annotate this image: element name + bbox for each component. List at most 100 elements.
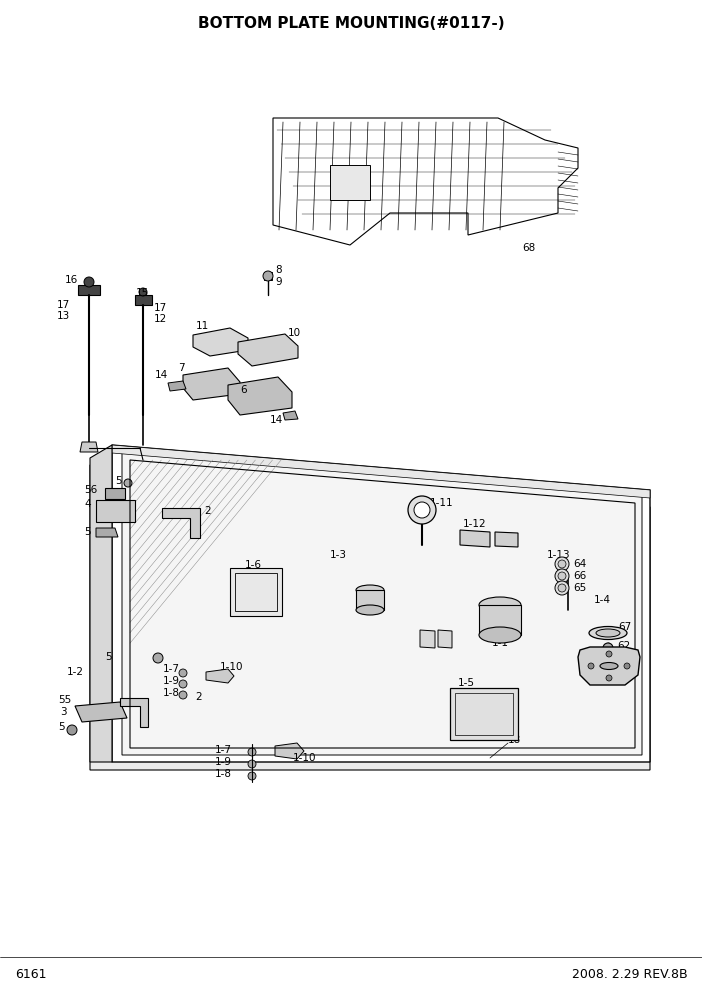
Ellipse shape bbox=[356, 585, 384, 595]
Circle shape bbox=[179, 691, 187, 699]
Ellipse shape bbox=[479, 627, 521, 643]
Text: 5: 5 bbox=[58, 722, 65, 732]
Text: 68: 68 bbox=[522, 243, 535, 253]
Text: 5: 5 bbox=[115, 476, 121, 486]
Text: 61: 61 bbox=[617, 651, 630, 661]
Polygon shape bbox=[90, 465, 650, 770]
Circle shape bbox=[84, 277, 94, 287]
Circle shape bbox=[603, 643, 613, 653]
Circle shape bbox=[124, 479, 132, 487]
Circle shape bbox=[67, 725, 77, 735]
Text: 62: 62 bbox=[617, 641, 630, 651]
Text: 3: 3 bbox=[60, 707, 67, 717]
Text: 64: 64 bbox=[573, 559, 586, 569]
Text: 17: 17 bbox=[154, 303, 167, 313]
Text: 9: 9 bbox=[275, 277, 282, 287]
Bar bbox=[235, 573, 277, 611]
Text: BOTTOM PLATE MOUNTING(#0117-): BOTTOM PLATE MOUNTING(#0117-) bbox=[198, 16, 504, 31]
Text: 1-8: 1-8 bbox=[163, 688, 180, 698]
Text: 1-9: 1-9 bbox=[215, 757, 232, 767]
Text: 1-13: 1-13 bbox=[547, 550, 571, 560]
Polygon shape bbox=[78, 285, 100, 295]
Text: 1-8: 1-8 bbox=[215, 769, 232, 779]
Ellipse shape bbox=[356, 605, 384, 615]
Text: 67: 67 bbox=[618, 622, 631, 632]
Polygon shape bbox=[283, 411, 298, 420]
Text: 1-10: 1-10 bbox=[220, 662, 244, 672]
Text: 16: 16 bbox=[65, 275, 78, 285]
Text: 1-5: 1-5 bbox=[458, 678, 475, 688]
Bar bbox=[455, 693, 513, 735]
Bar bbox=[479, 605, 521, 635]
Polygon shape bbox=[135, 295, 152, 305]
Polygon shape bbox=[105, 488, 125, 499]
Polygon shape bbox=[206, 669, 234, 683]
Text: 17: 17 bbox=[57, 300, 70, 310]
Circle shape bbox=[606, 651, 612, 657]
Text: 1-9: 1-9 bbox=[163, 676, 180, 686]
Circle shape bbox=[153, 653, 163, 663]
Text: 1-3: 1-3 bbox=[330, 550, 347, 560]
Text: 1-6: 1-6 bbox=[245, 560, 262, 570]
Text: 2: 2 bbox=[195, 692, 201, 702]
Bar bbox=[356, 590, 384, 610]
Polygon shape bbox=[122, 452, 642, 755]
Text: 1-2: 1-2 bbox=[67, 667, 84, 677]
Polygon shape bbox=[228, 377, 292, 415]
Text: 1-11: 1-11 bbox=[430, 498, 453, 508]
Text: 1-4: 1-4 bbox=[594, 595, 611, 605]
Circle shape bbox=[139, 288, 147, 296]
Polygon shape bbox=[90, 445, 112, 762]
Text: 5: 5 bbox=[84, 527, 91, 537]
Text: 13: 13 bbox=[57, 311, 70, 321]
Circle shape bbox=[248, 772, 256, 780]
Polygon shape bbox=[112, 445, 650, 762]
Polygon shape bbox=[578, 647, 640, 685]
Circle shape bbox=[558, 560, 566, 568]
Circle shape bbox=[248, 748, 256, 756]
Polygon shape bbox=[238, 334, 298, 366]
Polygon shape bbox=[460, 530, 490, 547]
Bar bbox=[230, 568, 282, 616]
Polygon shape bbox=[273, 118, 578, 245]
Circle shape bbox=[588, 663, 594, 669]
Text: 12: 12 bbox=[154, 314, 167, 324]
Polygon shape bbox=[80, 442, 98, 452]
Text: 8: 8 bbox=[275, 265, 282, 275]
Ellipse shape bbox=[479, 597, 521, 613]
Ellipse shape bbox=[600, 663, 618, 670]
Polygon shape bbox=[275, 743, 304, 759]
Text: 1-7: 1-7 bbox=[163, 664, 180, 674]
Text: 14: 14 bbox=[270, 415, 283, 425]
Text: 18: 18 bbox=[508, 735, 522, 745]
Ellipse shape bbox=[596, 629, 620, 637]
Text: 65: 65 bbox=[573, 583, 586, 593]
Text: 10: 10 bbox=[288, 328, 301, 338]
Text: 7: 7 bbox=[178, 363, 185, 373]
Circle shape bbox=[558, 584, 566, 592]
Ellipse shape bbox=[589, 627, 627, 640]
Text: 56: 56 bbox=[84, 485, 98, 495]
Text: 6: 6 bbox=[240, 385, 246, 395]
Text: 14: 14 bbox=[155, 370, 168, 380]
Polygon shape bbox=[96, 528, 118, 537]
Text: 15: 15 bbox=[136, 288, 150, 298]
Polygon shape bbox=[112, 445, 650, 498]
Polygon shape bbox=[438, 630, 452, 648]
Circle shape bbox=[624, 663, 630, 669]
Polygon shape bbox=[495, 532, 518, 547]
Circle shape bbox=[558, 572, 566, 580]
Circle shape bbox=[606, 675, 612, 681]
Text: 4: 4 bbox=[84, 499, 91, 509]
Text: 66: 66 bbox=[573, 571, 586, 581]
Text: 2: 2 bbox=[204, 506, 211, 516]
Circle shape bbox=[179, 669, 187, 677]
Circle shape bbox=[248, 760, 256, 768]
Text: 2008. 2.29 REV.8B: 2008. 2.29 REV.8B bbox=[572, 968, 688, 981]
Bar bbox=[450, 688, 518, 740]
Circle shape bbox=[263, 271, 273, 281]
Polygon shape bbox=[264, 272, 272, 280]
Circle shape bbox=[555, 569, 569, 583]
Text: 1-1: 1-1 bbox=[492, 638, 509, 648]
Polygon shape bbox=[330, 165, 370, 200]
